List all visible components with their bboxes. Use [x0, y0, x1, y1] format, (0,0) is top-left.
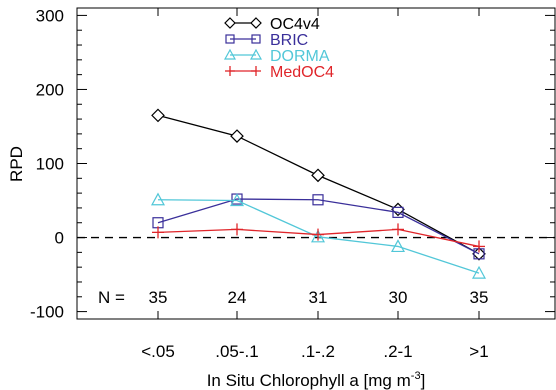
y-tick-label: 200	[36, 80, 64, 99]
y-axis-label: RPD	[7, 146, 26, 182]
x-tick-label: >1	[469, 342, 488, 361]
square-marker	[251, 34, 261, 44]
triangle-marker	[223, 48, 237, 60]
y-tick-label: 100	[36, 155, 64, 174]
triangle-marker	[150, 192, 166, 206]
count-label: 30	[389, 288, 408, 307]
diamond-marker	[391, 202, 405, 217]
x-axis-label-superscript: -3	[411, 370, 421, 382]
series-medoc4	[152, 223, 485, 253]
count-label: 35	[149, 288, 168, 307]
x-tick-labels: <.05 .05-.1 .1-.2 .2-1 >1	[141, 342, 488, 361]
x-axis-label-main: In Situ Chlorophyll a [mg m	[207, 371, 411, 390]
triangle-marker	[310, 229, 326, 243]
y-tick-label: -100	[30, 303, 64, 322]
diamond-marker	[311, 168, 325, 183]
diamond-marker	[230, 129, 244, 143]
square-marker	[392, 206, 404, 218]
square-marker	[312, 194, 324, 206]
triangle-marker	[390, 239, 406, 253]
legend-item-bric: BRIC	[225, 32, 308, 49]
series-line	[157, 198, 480, 255]
legend-label: OC4v4	[270, 16, 320, 33]
axis-ticks	[77, 8, 555, 319]
diamond-marker	[224, 17, 236, 29]
triangle-marker	[229, 193, 245, 207]
diamond-marker	[151, 108, 165, 123]
y-tick-labels: 300 200 100 0 -100	[30, 6, 64, 321]
legend-label: BRIC	[270, 32, 308, 49]
legend-label: DORMA	[270, 48, 330, 65]
diamond-marker	[250, 17, 262, 29]
x-tick-label: .2-1	[383, 342, 412, 361]
series-group	[150, 108, 487, 279]
x-axis-label: In Situ Chlorophyll a [mg m-3]	[207, 370, 426, 390]
x-tick-label: .1-.2	[301, 342, 335, 361]
triangle-marker	[249, 48, 263, 60]
legend-label: MedOC4	[270, 64, 334, 81]
legend-item-oc4v4: OC4v4	[224, 16, 320, 33]
y-tick-label: 300	[36, 6, 64, 25]
legend-item-medoc4: MedOC4	[225, 64, 334, 81]
square-marker	[225, 34, 235, 44]
count-label: 24	[228, 288, 247, 307]
legend-item-dorma: DORMA	[223, 48, 330, 65]
x-tick-label: <.05	[141, 342, 175, 361]
count-label: 35	[470, 288, 489, 307]
x-tick-label: .05-.1	[215, 342, 258, 361]
y-tick-label: 0	[55, 229, 64, 248]
triangle-marker	[471, 265, 487, 279]
count-prefix: N =	[98, 288, 125, 307]
count-label: 31	[309, 288, 328, 307]
sample-counts: 35 24 31 30 35 N =	[98, 288, 488, 307]
x-axis-label-close: ]	[421, 371, 426, 390]
series-bric	[152, 193, 485, 260]
